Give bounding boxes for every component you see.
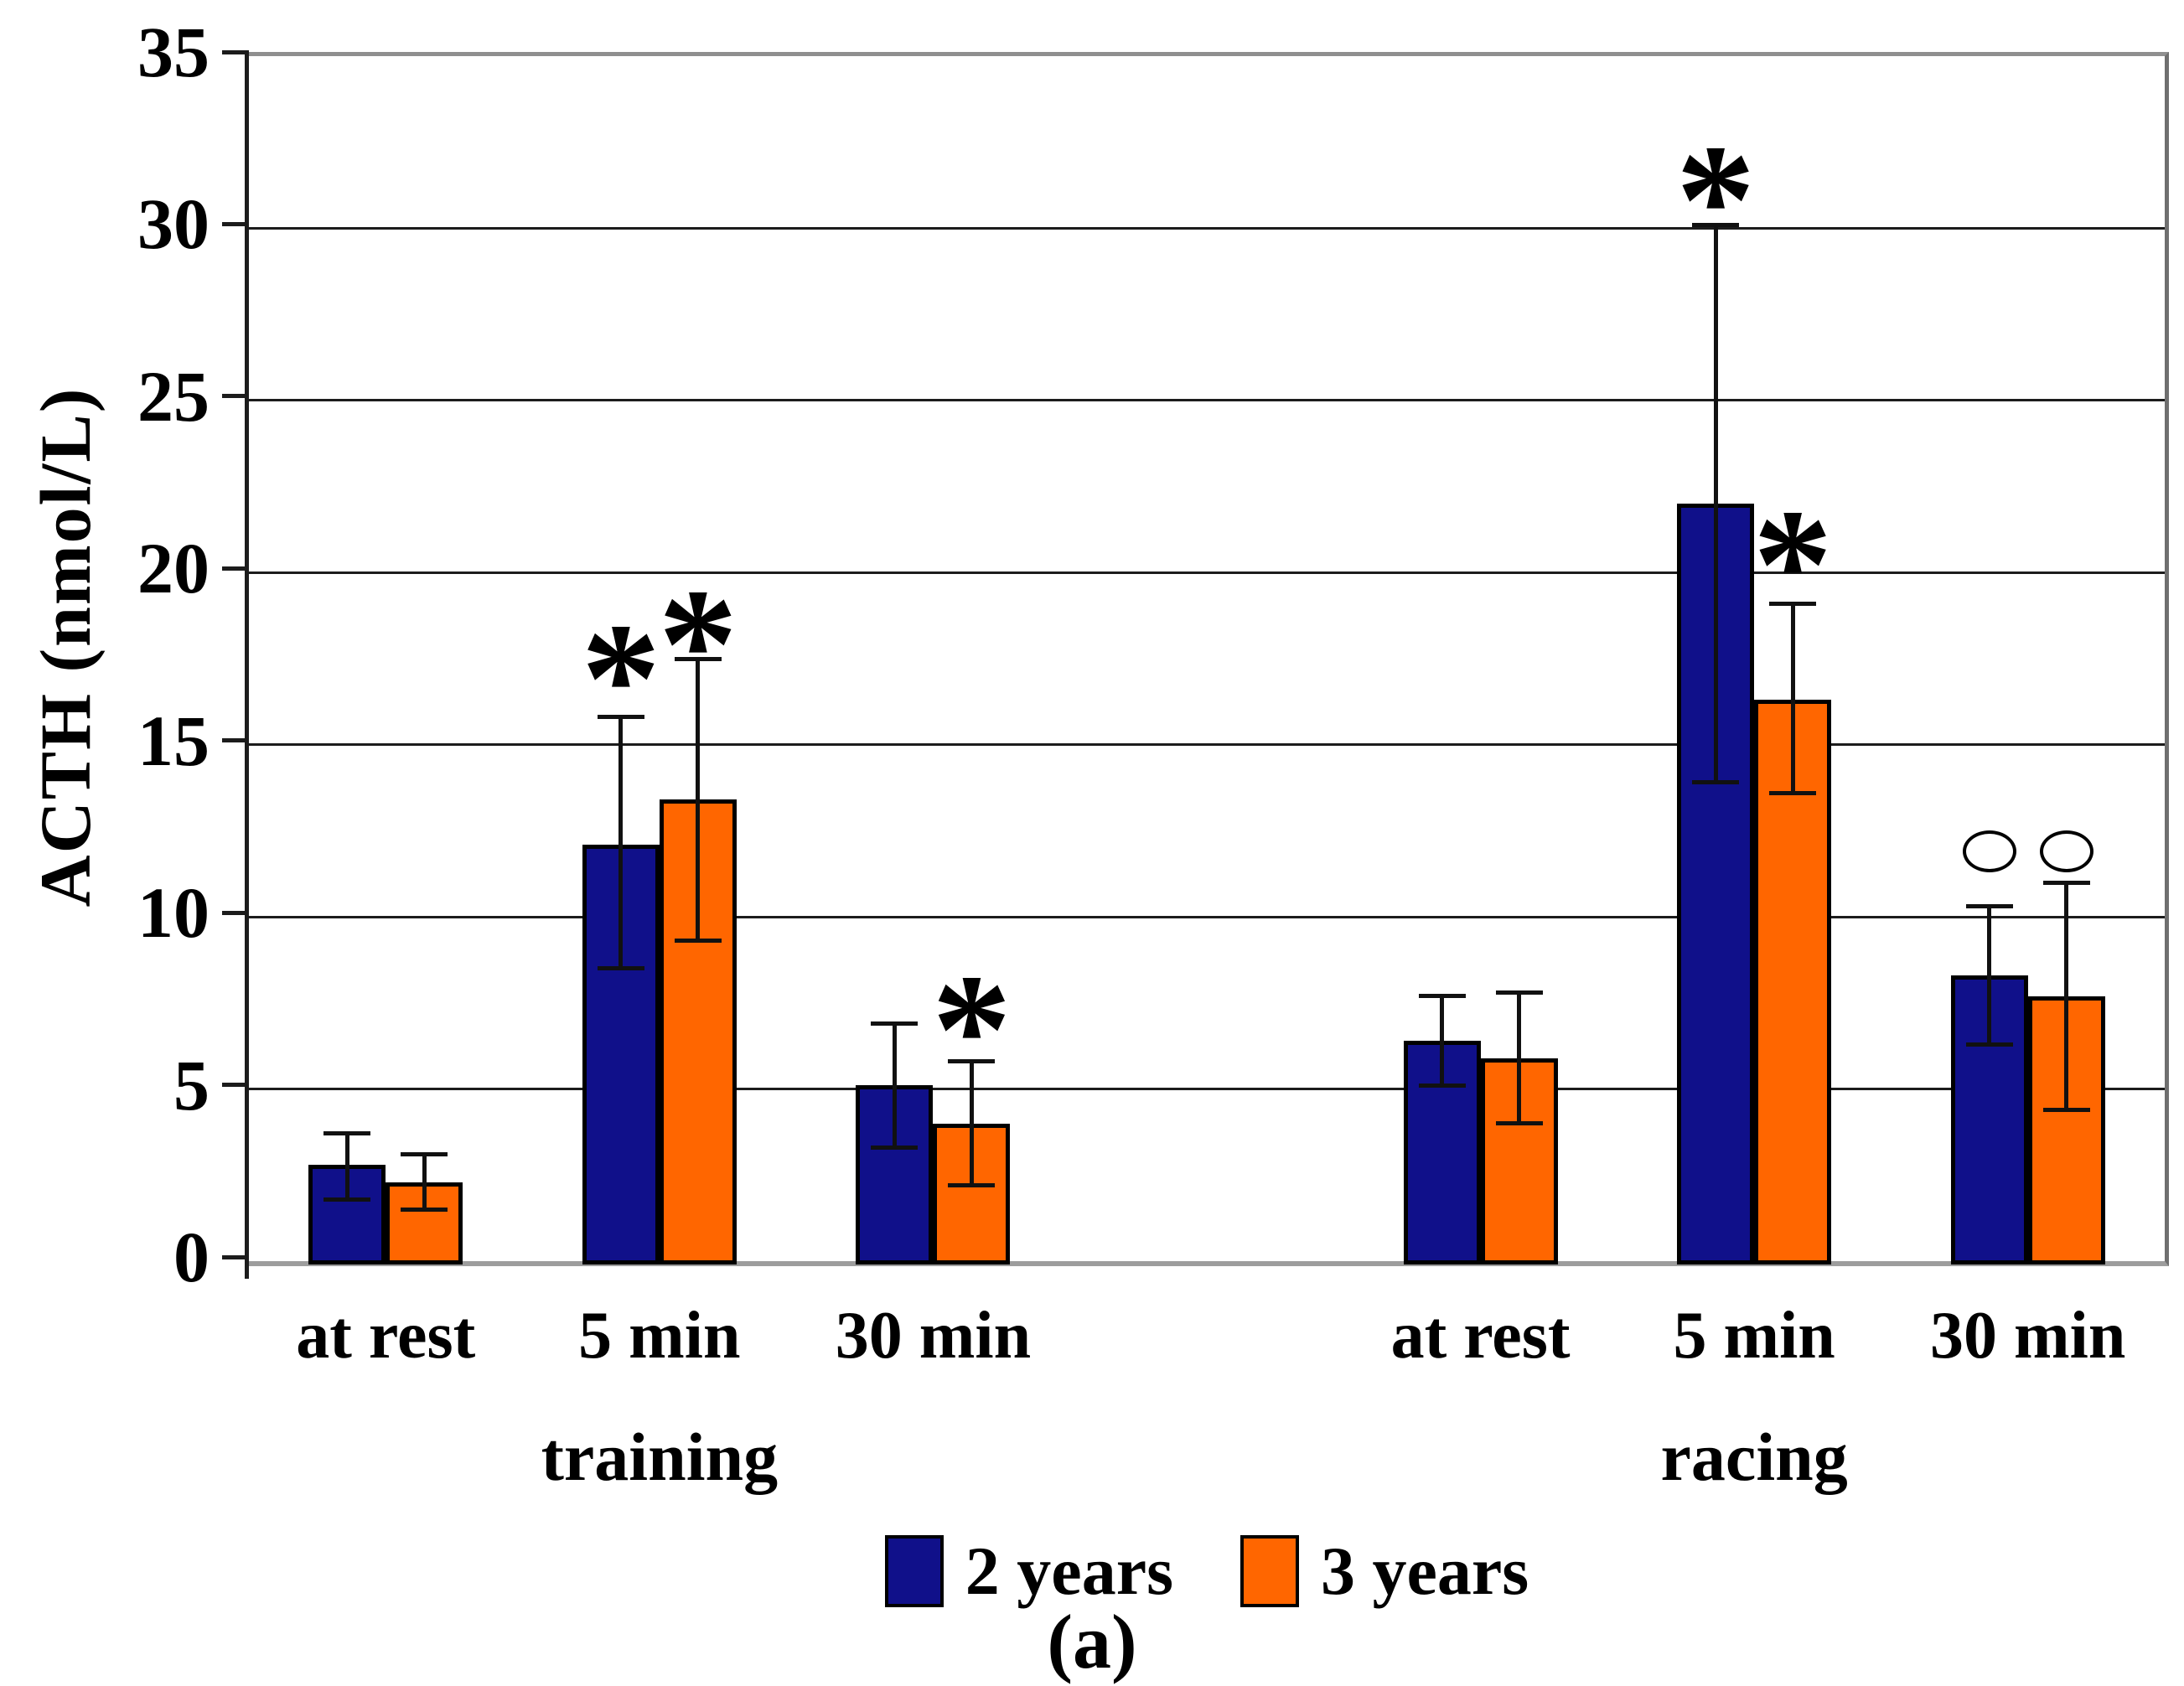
y-axis-tick-label: 25 — [137, 355, 210, 437]
y-axis-title: ACTH (nmol/L) — [25, 386, 106, 908]
error-bar-line — [892, 1023, 897, 1148]
y-axis-tick — [222, 1254, 249, 1259]
y-axis-line — [245, 52, 249, 1279]
significance-circle — [2039, 830, 2093, 873]
y-axis-tick-label: 10 — [137, 872, 210, 954]
legend-label: 2 years — [965, 1533, 1173, 1609]
legend-entry-3-years: 3 years — [1240, 1532, 1529, 1611]
significance-asterisk: * — [1675, 111, 1756, 288]
error-bar-line — [1713, 225, 1718, 783]
error-bar-cap — [597, 966, 644, 971]
y-axis-tick-label: 35 — [137, 12, 210, 92]
legend-entry-2-years: 2 years — [884, 1532, 1173, 1611]
y-axis-tick-label: 15 — [137, 700, 210, 781]
error-bar-cap — [597, 715, 644, 720]
y-axis-tick-label: 20 — [137, 528, 210, 609]
error-bar-line — [1790, 603, 1795, 794]
bar-3-years — [1480, 1058, 1558, 1264]
error-bar-cap — [1495, 990, 1543, 996]
significance-asterisk: * — [658, 556, 738, 732]
y-axis-tick — [222, 1083, 249, 1088]
error-bar-cap — [1965, 1042, 2013, 1047]
error-bar-line — [344, 1133, 349, 1200]
error-bar-line — [969, 1061, 974, 1186]
plot-area: * * * * * — [249, 52, 2169, 1266]
gridline — [249, 399, 2165, 402]
error-bar-cap — [948, 1059, 996, 1064]
gridline — [249, 915, 2165, 918]
error-bar-cap — [1692, 222, 1740, 227]
legend-swatch-2-years — [884, 1535, 944, 1607]
legend: 2 years 3 years — [249, 1532, 2165, 1611]
gridline — [249, 226, 2165, 230]
x-axis-category-label: 5 min — [1673, 1299, 1835, 1373]
x-axis-category-label: at rest — [296, 1299, 476, 1373]
gridline — [249, 1088, 2165, 1091]
error-bar-cap — [1769, 601, 1817, 606]
error-bar-line — [618, 716, 624, 969]
x-axis-category-label: 5 min — [578, 1299, 741, 1373]
y-axis-tick-label: 30 — [137, 184, 210, 265]
x-axis-category-label: at rest — [1390, 1299, 1571, 1373]
error-bar-cap — [1965, 904, 2013, 909]
error-bar-cap — [674, 939, 722, 944]
y-axis-tick — [222, 394, 249, 399]
error-bar-cap — [401, 1207, 448, 1212]
error-bar-line — [2064, 882, 2069, 1110]
error-bar-cap — [2042, 1107, 2090, 1112]
error-bar-cap — [323, 1197, 371, 1202]
error-bar-cap — [674, 656, 722, 661]
error-bar-line — [1440, 996, 1445, 1086]
error-bar-line — [1517, 992, 1522, 1124]
y-axis-tick-label: 5 — [173, 1044, 210, 1125]
x-axis-category-label: 30 min — [835, 1299, 1032, 1373]
y-axis-tick — [222, 221, 249, 226]
legend-swatch-3-years — [1240, 1535, 1299, 1607]
x-axis-group-label: racing — [1660, 1419, 1848, 1495]
error-bar-line — [1987, 906, 1992, 1045]
error-bar-cap — [1692, 780, 1740, 785]
x-axis-category-label: 30 min — [1930, 1299, 2126, 1373]
error-bar-cap — [2042, 880, 2090, 885]
gridline — [249, 571, 2165, 574]
error-bar-cap — [401, 1152, 448, 1157]
bar-2-years — [1677, 504, 1755, 1264]
significance-asterisk: * — [581, 591, 661, 768]
error-bar-cap — [1769, 790, 1817, 795]
x-axis-group-label: training — [541, 1419, 779, 1495]
error-bar-cap — [1418, 1083, 1466, 1088]
significance-asterisk: * — [1752, 477, 1833, 654]
gridline — [249, 743, 2165, 747]
error-bar-cap — [1495, 1121, 1543, 1126]
y-axis-tick — [222, 738, 249, 743]
y-axis-tick — [222, 566, 249, 571]
error-bar-cap — [1418, 994, 1466, 999]
significance-asterisk: * — [931, 942, 1012, 1119]
error-bar-cap — [871, 1145, 919, 1150]
error-bar-cap — [948, 1183, 996, 1188]
y-axis-tick — [222, 49, 249, 54]
y-axis-tick-label: 0 — [173, 1217, 210, 1297]
figure-caption: (a) — [1047, 1599, 1137, 1684]
y-axis-tick — [222, 910, 249, 915]
significance-circle — [1962, 830, 2016, 873]
error-bar-cap — [871, 1021, 919, 1026]
error-bar-line — [422, 1154, 427, 1210]
error-bar-cap — [323, 1131, 371, 1136]
bar-2-years — [1950, 975, 2028, 1264]
error-bar-line — [696, 659, 701, 941]
legend-label: 3 years — [1321, 1533, 1529, 1609]
